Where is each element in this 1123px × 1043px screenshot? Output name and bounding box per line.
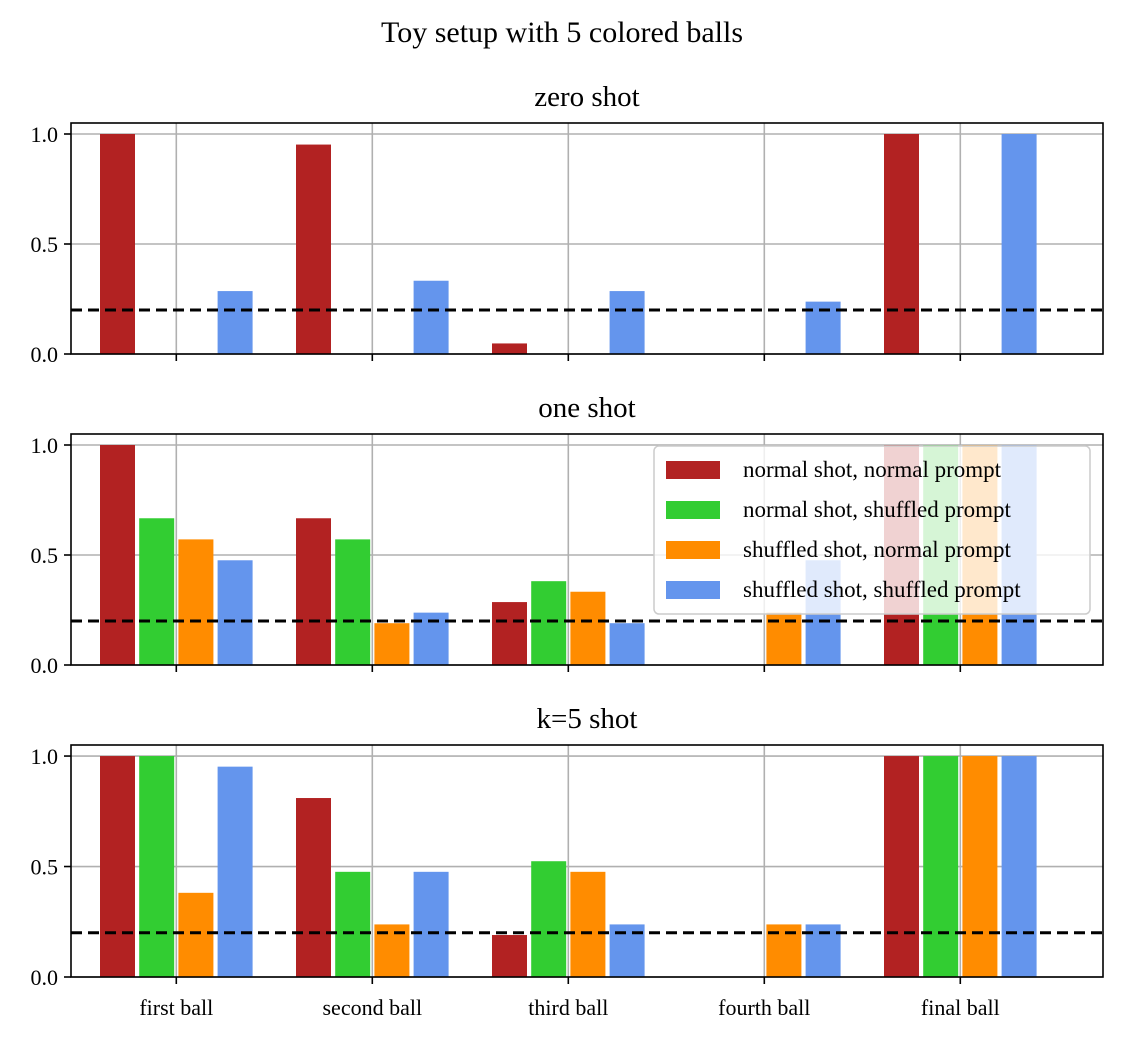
y-tick-label: 0.5: [31, 232, 59, 257]
chart-panels: zero shot 0.0 0.5 1.0 one shot normal shot, n…: [31, 81, 1104, 1020]
x-tick-label: second ball: [323, 995, 423, 1020]
x-tick-label: third ball: [528, 995, 608, 1020]
y-tick-label: 0.0: [31, 965, 59, 990]
legend-swatch: [666, 581, 720, 599]
panel-title: zero shot: [534, 81, 640, 113]
y-tick-label: 0.0: [31, 653, 59, 678]
bar: [413, 280, 449, 354]
x-tick-label: fourth ball: [718, 995, 810, 1020]
y-tick-label: 0.5: [31, 543, 59, 568]
bar: [100, 756, 135, 977]
bar: [100, 134, 135, 354]
legend-swatch: [666, 541, 720, 559]
bar: [531, 581, 567, 665]
bar: [570, 591, 606, 665]
panel-title: one shot: [538, 392, 635, 424]
bar: [1001, 134, 1037, 354]
axes-frame: [70, 122, 1104, 355]
bar: [296, 144, 331, 354]
y-tick-label: 1.0: [31, 744, 59, 769]
x-tick-label: final ball: [921, 995, 1000, 1020]
x-tick-label: first ball: [139, 995, 213, 1020]
bar: [492, 343, 527, 354]
bar: [100, 445, 135, 665]
bar: [492, 935, 527, 977]
legend-label: shuffled shot, shuffled prompt: [743, 577, 1021, 602]
bar: [335, 871, 371, 977]
bar: [217, 560, 253, 665]
bar: [296, 798, 331, 977]
bar: [570, 871, 606, 977]
legend-label: normal shot, shuffled prompt: [743, 497, 1011, 522]
bar: [296, 518, 331, 665]
bar: [962, 756, 998, 977]
bar: [609, 291, 645, 354]
chart-panel-2: k=5 shot 0.0 0.5 1.0 first ball second ball th…: [31, 703, 1104, 1020]
y-tick-label: 0.5: [31, 855, 59, 880]
bar: [335, 539, 371, 665]
bar: [884, 756, 919, 977]
chart-panel-1: one shot normal shot, normal prompt normal…: [31, 392, 1104, 678]
bar: [178, 892, 214, 977]
panel-title: k=5 shot: [537, 703, 638, 735]
bar: [609, 623, 645, 665]
legend-swatch: [666, 461, 720, 479]
y-tick-label: 1.0: [31, 433, 59, 458]
bar: [492, 602, 527, 665]
legend-swatch: [666, 501, 720, 519]
legend-label: shuffled shot, normal prompt: [743, 537, 1011, 562]
bar: [217, 766, 253, 977]
bar: [178, 539, 214, 665]
bar: [413, 871, 449, 977]
axes-frame: [70, 744, 1104, 978]
bar: [217, 291, 253, 354]
figure-title: Toy setup with 5 colored balls: [381, 16, 743, 49]
bar: [1001, 756, 1037, 977]
axes-frame: [70, 433, 1104, 666]
y-tick-label: 1.0: [31, 122, 59, 147]
bar: [139, 756, 175, 977]
bar: [884, 134, 919, 354]
legend-box: [653, 445, 1091, 615]
y-tick-label: 0.0: [31, 342, 59, 367]
bar: [374, 623, 410, 665]
bar: [923, 756, 959, 977]
legend-label: normal shot, normal prompt: [743, 457, 1002, 482]
bar: [531, 861, 567, 977]
chart-panel-0: zero shot 0.0 0.5 1.0: [31, 81, 1104, 367]
bar: [139, 518, 175, 665]
